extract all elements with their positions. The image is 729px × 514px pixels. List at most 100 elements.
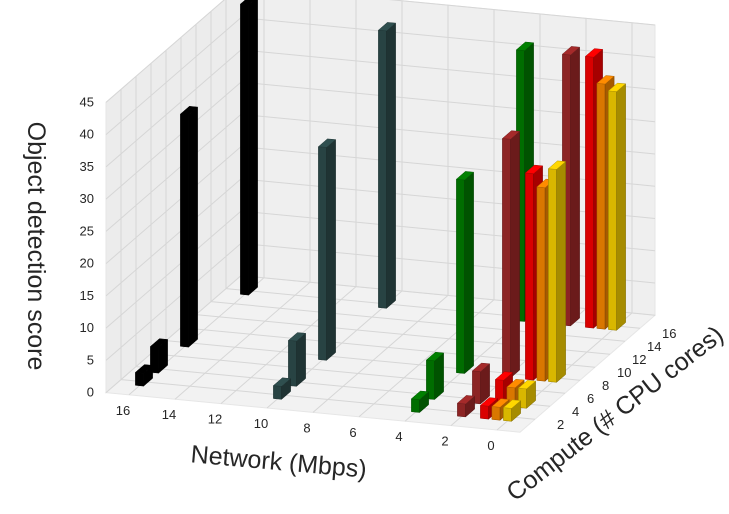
bar-front-face	[456, 178, 465, 374]
bar	[179, 106, 199, 348]
bar-top-face	[425, 351, 445, 362]
z-tick-label: 35	[80, 159, 94, 174]
bar-top-face	[410, 390, 430, 400]
bar-top-face	[502, 399, 522, 409]
x-tick-label: 8	[303, 420, 310, 435]
grid-line-z	[388, 0, 656, 26]
y-tick-label: 16	[662, 326, 676, 341]
bar-front-face	[536, 186, 546, 382]
bar-top-face	[287, 332, 307, 342]
bar-side-face	[386, 22, 396, 309]
bar-side-face	[248, 0, 258, 296]
bar-front-face	[548, 168, 557, 383]
bar-top-face	[596, 75, 615, 85]
bar-top-face	[377, 22, 397, 32]
bar-top-face	[471, 362, 491, 372]
bar-front-face	[585, 56, 594, 329]
x-tick-label: 12	[208, 412, 222, 427]
y-tick-label: 4	[572, 404, 579, 419]
bar-front-face	[596, 83, 606, 330]
grid-line-z	[105, 81, 242, 200]
bar-side-face	[434, 352, 444, 401]
bar-side-face	[556, 161, 566, 383]
z-tick-label: 10	[80, 320, 94, 335]
grid-line-z	[105, 113, 242, 232]
bar-top-face	[317, 138, 337, 148]
y-tick-label: 12	[632, 352, 646, 367]
bar-top-face	[506, 379, 525, 389]
grid-line-x	[312, 295, 449, 413]
x-tick-label: 4	[395, 429, 402, 444]
bar	[134, 364, 154, 387]
z-tick-label: 5	[87, 352, 94, 367]
grid-line-z	[240, 17, 656, 58]
bar-front-face	[240, 3, 249, 296]
bar-front-face	[503, 407, 512, 422]
bar	[410, 390, 430, 414]
bar-top-face	[584, 48, 604, 58]
bar-front-face	[502, 138, 511, 379]
bar-top-face	[501, 130, 521, 140]
bar-top-face	[517, 380, 537, 390]
bar-side-face	[326, 139, 336, 361]
bar	[607, 82, 627, 331]
bar	[317, 138, 337, 361]
bar-front-face	[411, 398, 420, 413]
bar	[456, 395, 476, 418]
bar-front-face	[135, 372, 144, 387]
z-tick-label: 30	[80, 191, 94, 206]
bar	[471, 362, 491, 405]
x-tick-label: 2	[441, 434, 448, 449]
grid-line-x	[174, 281, 311, 400]
x-tick-label: 0	[487, 438, 494, 453]
y-tick-label: 10	[617, 365, 631, 380]
bar-front-face	[180, 113, 189, 348]
bar	[425, 351, 445, 401]
bar-side-face	[188, 106, 198, 348]
tick-labels: 16 14 12 10 8 6 4 2 0246810121416051015202530354…	[80, 94, 677, 453]
bar-top-face	[455, 171, 475, 181]
bar-side-face	[570, 46, 580, 327]
bar	[455, 171, 475, 375]
bar-top-face	[524, 164, 544, 174]
bar-top-face	[607, 82, 627, 92]
y-tick-label: 14	[647, 339, 661, 354]
z-tick-label: 25	[80, 223, 94, 238]
bar	[239, 0, 258, 296]
bar-front-face	[491, 406, 501, 421]
bar-front-face	[525, 172, 534, 381]
bar-side-face	[296, 332, 306, 387]
bar-side-face	[616, 83, 626, 331]
bar-side-face	[464, 171, 474, 375]
bar-top-face	[149, 338, 169, 348]
bars-layer	[134, 0, 627, 422]
bar-top-face	[479, 397, 499, 407]
z-tick-label: 15	[80, 288, 94, 303]
x-axis-label: Network (Mbps)	[190, 440, 368, 483]
x-tick-label: 6	[349, 425, 356, 440]
bar-top-face	[456, 395, 476, 405]
grid-line-z	[105, 210, 242, 329]
bar-front-face	[480, 405, 489, 420]
bar	[502, 399, 522, 422]
grid-line-z	[105, 275, 242, 393]
bar	[272, 377, 292, 400]
bar	[287, 332, 307, 387]
bar	[501, 130, 521, 379]
y-tick-label: 2	[557, 417, 564, 432]
grid-line-z	[105, 17, 242, 135]
y-tick-label: 6	[587, 391, 594, 406]
bar-top-face	[515, 41, 535, 51]
y-tick-label: 8	[602, 378, 609, 393]
grid-line-z	[105, 0, 225, 103]
bar-front-face	[608, 90, 617, 331]
z-tick-label: 20	[80, 256, 94, 271]
bar-top-face	[491, 398, 510, 408]
grid-line-z	[105, 178, 242, 297]
grid-line-z	[105, 242, 242, 361]
bar	[377, 22, 397, 309]
bar-front-face	[457, 402, 466, 418]
x-tick-label: 10	[254, 416, 268, 431]
